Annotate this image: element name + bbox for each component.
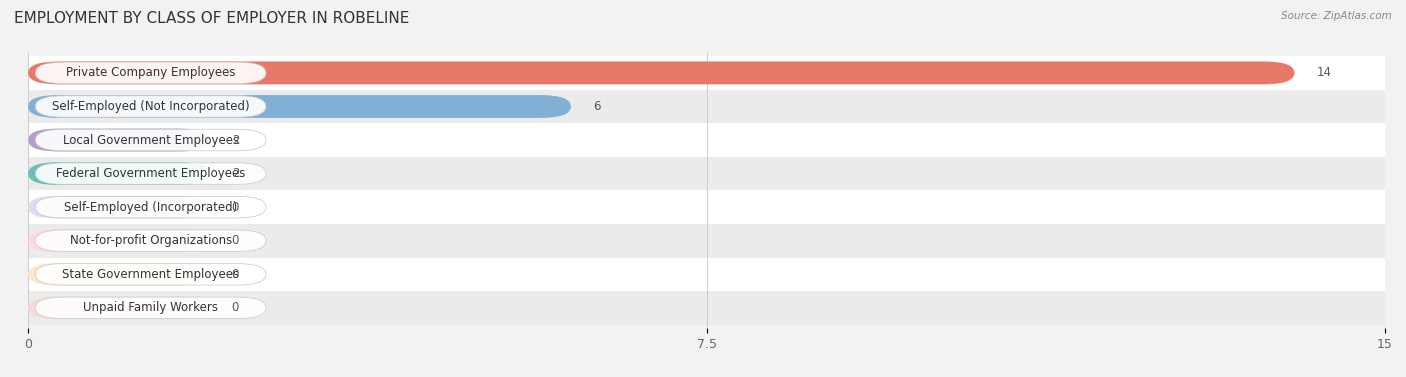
Text: 6: 6 <box>593 100 600 113</box>
Bar <box>28 257 1385 291</box>
FancyBboxPatch shape <box>28 95 571 118</box>
Bar <box>28 157 1385 190</box>
FancyBboxPatch shape <box>28 263 209 286</box>
FancyBboxPatch shape <box>28 95 571 118</box>
FancyBboxPatch shape <box>35 196 266 218</box>
FancyBboxPatch shape <box>35 96 266 117</box>
Text: 2: 2 <box>232 167 239 180</box>
Text: 0: 0 <box>232 234 239 247</box>
FancyBboxPatch shape <box>35 62 266 84</box>
Text: 0: 0 <box>232 201 239 214</box>
Bar <box>28 190 1385 224</box>
Bar <box>28 123 1385 157</box>
FancyBboxPatch shape <box>28 162 209 185</box>
Text: State Government Employees: State Government Employees <box>62 268 239 281</box>
Bar <box>28 291 1385 325</box>
FancyBboxPatch shape <box>28 296 209 319</box>
Text: 0: 0 <box>232 268 239 281</box>
Text: Not-for-profit Organizations: Not-for-profit Organizations <box>69 234 232 247</box>
FancyBboxPatch shape <box>28 196 209 219</box>
Bar <box>28 90 1385 123</box>
Text: Unpaid Family Workers: Unpaid Family Workers <box>83 301 218 314</box>
Text: Source: ZipAtlas.com: Source: ZipAtlas.com <box>1281 11 1392 21</box>
FancyBboxPatch shape <box>35 297 266 319</box>
FancyBboxPatch shape <box>28 129 209 152</box>
Bar <box>28 56 1385 90</box>
FancyBboxPatch shape <box>28 61 1295 84</box>
FancyBboxPatch shape <box>35 264 266 285</box>
Bar <box>28 224 1385 257</box>
Text: 0: 0 <box>232 301 239 314</box>
Text: 14: 14 <box>1317 66 1331 80</box>
FancyBboxPatch shape <box>35 230 266 251</box>
Text: Private Company Employees: Private Company Employees <box>66 66 235 80</box>
FancyBboxPatch shape <box>28 61 1295 84</box>
FancyBboxPatch shape <box>28 162 209 185</box>
Text: Local Government Employees: Local Government Employees <box>63 133 239 147</box>
Text: Self-Employed (Incorporated): Self-Employed (Incorporated) <box>65 201 238 214</box>
Text: 2: 2 <box>232 133 239 147</box>
FancyBboxPatch shape <box>28 229 209 252</box>
Text: EMPLOYMENT BY CLASS OF EMPLOYER IN ROBELINE: EMPLOYMENT BY CLASS OF EMPLOYER IN ROBEL… <box>14 11 409 26</box>
Text: Federal Government Employees: Federal Government Employees <box>56 167 246 180</box>
FancyBboxPatch shape <box>28 129 209 152</box>
FancyBboxPatch shape <box>35 163 266 184</box>
Text: Self-Employed (Not Incorporated): Self-Employed (Not Incorporated) <box>52 100 249 113</box>
FancyBboxPatch shape <box>35 129 266 151</box>
